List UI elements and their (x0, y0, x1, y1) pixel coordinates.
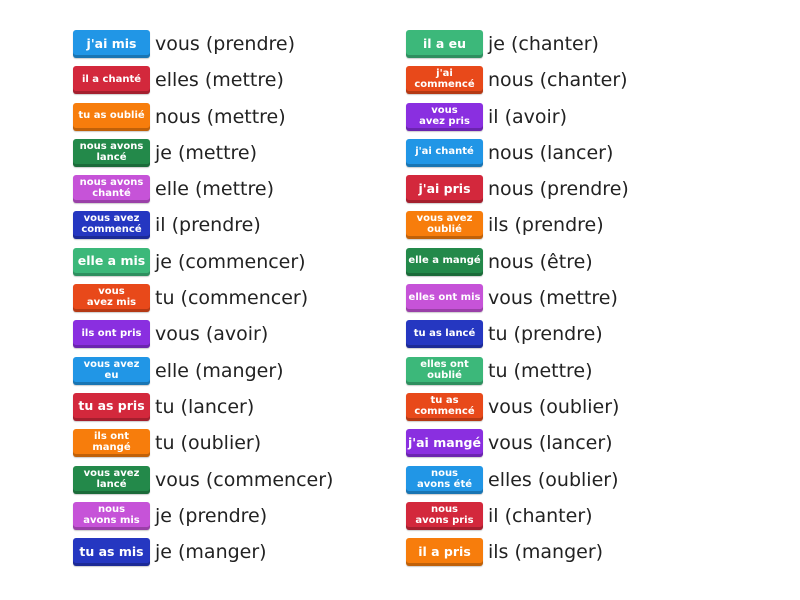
answer-tile[interactable]: j'ai mangé (406, 429, 483, 458)
answer-tile[interactable]: j'ai commencé (406, 66, 483, 95)
answer-tile[interactable]: vous avez commencé (73, 211, 150, 240)
match-row: j'ai mis vous (prendre) (73, 30, 333, 58)
match-row: vous avez mis tu (commencer) (73, 284, 333, 313)
match-row: il a eu je (chanter) (406, 30, 629, 58)
match-row: il a chanté elles (mettre) (73, 66, 333, 95)
answer-tile[interactable]: elles ont oublié (406, 356, 483, 385)
answer-tile[interactable]: tu as oublié (73, 102, 150, 131)
match-row: vous avez lancé vous (commencer) (73, 465, 334, 494)
match-row: tu as lancé tu (prendre) (406, 320, 629, 349)
match-row: vous avez eu elle (manger) (73, 356, 333, 385)
prompt-text: il (prendre) (155, 214, 261, 237)
answer-tile[interactable]: il a eu (406, 30, 483, 58)
match-row: tu as commencé vous (oublier) (406, 392, 629, 421)
prompt-text: tu (mettre) (488, 359, 593, 382)
answer-tile[interactable]: vous avez oublié (406, 211, 483, 240)
answer-tile[interactable]: vous avez pris (406, 102, 483, 131)
match-row: tu as mis je (manger) (73, 538, 333, 567)
prompt-text: je (mettre) (155, 141, 258, 164)
prompt-text: ils (manger) (488, 541, 604, 564)
prompt-text: nous (être) (488, 250, 593, 273)
answer-tile[interactable]: il a pris (406, 538, 483, 567)
match-row: tu as oublié nous (mettre) (73, 102, 333, 131)
match-row: nous avons chanté elle (mettre) (73, 175, 333, 204)
prompt-text: tu (lancer) (155, 395, 255, 418)
prompt-text: nous (lancer) (488, 141, 614, 164)
prompt-text: je (chanter) (488, 33, 599, 55)
match-row: nous avons mis je (prendre) (73, 501, 333, 530)
answer-tile[interactable]: ils ont pris (73, 320, 150, 349)
prompt-text: vous (prendre) (155, 33, 296, 55)
match-row: vous avez pris il (avoir) (406, 102, 629, 131)
answer-tile[interactable]: elle a mangé (406, 247, 483, 276)
answer-tile[interactable]: vous avez eu (73, 356, 150, 385)
prompt-text: vous (commencer) (155, 468, 334, 491)
prompt-text: ils (prendre) (488, 214, 604, 237)
match-row: j'ai commencé nous (chanter) (406, 66, 629, 95)
answer-tile[interactable]: j'ai pris (406, 175, 483, 204)
match-row: ils ont mangé tu (oublier) (73, 429, 333, 458)
answer-tile[interactable]: nous avons pris (406, 501, 483, 530)
answer-tile[interactable]: nous avons chanté (73, 175, 150, 204)
match-row: vous avez oublié ils (prendre) (406, 211, 629, 240)
prompt-text: elle (mettre) (155, 178, 274, 201)
prompt-text: il (avoir) (488, 105, 568, 128)
match-row: nous avons pris il (chanter) (406, 501, 629, 530)
match-row: elle a mis je (commencer) (73, 247, 333, 276)
prompt-text: elles (mettre) (155, 69, 284, 92)
prompt-text: vous (lancer) (488, 432, 613, 455)
prompt-text: je (prendre) (155, 504, 268, 527)
prompt-text: tu (commencer) (155, 287, 309, 310)
prompt-text: vous (mettre) (488, 287, 618, 310)
prompt-text: je (manger) (155, 541, 267, 564)
answer-tile[interactable]: elle a mis (73, 247, 150, 276)
answer-tile[interactable]: ils ont mangé (73, 429, 150, 458)
match-row: ils ont pris vous (avoir) (73, 320, 333, 349)
prompt-text: il (chanter) (488, 504, 593, 527)
match-row: elle a mangé nous (être) (406, 247, 629, 276)
answer-tile[interactable]: nous avons lancé (73, 138, 150, 167)
match-row: j'ai pris nous (prendre) (406, 175, 629, 204)
answer-tile[interactable]: vous avez mis (73, 284, 150, 313)
left-column: j'ai mis vous (prendre) il a chanté elles (… (73, 30, 333, 574)
prompt-text: vous (avoir) (155, 323, 269, 346)
answer-tile[interactable]: elles ont mis (406, 284, 483, 313)
match-row: tu as pris tu (lancer) (73, 392, 333, 421)
prompt-text: vous (oublier) (488, 395, 620, 418)
prompt-text: nous (chanter) (488, 69, 628, 92)
match-row: elles ont mis vous (mettre) (406, 284, 629, 313)
match-row: elles ont oublié tu (mettre) (406, 356, 629, 385)
prompt-text: je (commencer) (155, 250, 306, 273)
match-row: nous avons été elles (oublier) (406, 465, 629, 494)
match-row: nous avons lancé je (mettre) (73, 138, 333, 167)
answer-tile[interactable]: j'ai mis (73, 30, 150, 58)
match-row: j'ai mangé vous (lancer) (406, 429, 629, 458)
prompt-text: nous (mettre) (155, 105, 286, 128)
prompt-text: elles (oublier) (488, 468, 619, 491)
answer-tile[interactable]: nous avons été (406, 465, 483, 494)
prompt-text: tu (oublier) (155, 432, 262, 455)
answer-tile[interactable]: j'ai chanté (406, 138, 483, 167)
match-row: j'ai chanté nous (lancer) (406, 138, 629, 167)
answer-tile[interactable]: nous avons mis (73, 501, 150, 530)
match-row: vous avez commencé il (prendre) (73, 211, 333, 240)
answer-tile[interactable]: tu as pris (73, 392, 150, 421)
answer-tile[interactable]: vous avez lancé (73, 465, 150, 494)
match-row: il a pris ils (manger) (406, 538, 629, 567)
prompt-text: elle (manger) (155, 359, 284, 382)
right-column: il a eu je (chanter) j'ai commencé nous (ch… (406, 30, 629, 574)
prompt-text: nous (prendre) (488, 178, 629, 201)
answer-tile[interactable]: il a chanté (73, 66, 150, 95)
answer-tile[interactable]: tu as lancé (406, 320, 483, 349)
prompt-text: tu (prendre) (488, 323, 603, 346)
answer-tile[interactable]: tu as mis (73, 538, 150, 567)
answer-tile[interactable]: tu as commencé (406, 392, 483, 421)
